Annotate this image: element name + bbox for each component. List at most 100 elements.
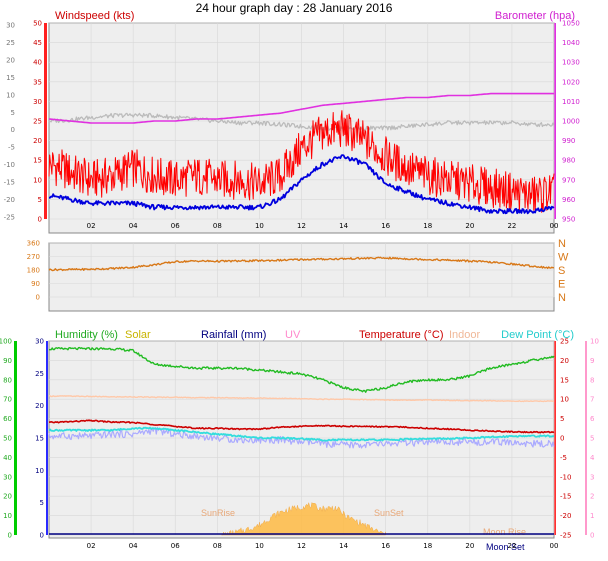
wind-x-tick-label: 04: [129, 222, 138, 230]
uv-tick-label: 8: [590, 376, 594, 384]
wind-x-tick-label: 18: [423, 222, 432, 230]
uv-tick-label: 4: [590, 454, 595, 462]
uv-tick-label: 2: [590, 493, 594, 501]
compass-tick-label: N: [558, 292, 566, 304]
compass-tick-label: S: [558, 265, 565, 277]
temperature-header: Temperature (°C): [359, 329, 443, 341]
windspeed-tick-label: 20: [33, 137, 42, 145]
uv-tick-label: 7: [590, 396, 594, 404]
apparent-temperature-series-line: [48, 426, 555, 449]
humidity-tick-label: 20: [3, 493, 12, 501]
wind-chill-tick-label: 10: [6, 91, 15, 99]
humidity-tick-label: 100: [0, 338, 12, 346]
wind-x-tick-label: 22: [507, 222, 516, 230]
windspeed-tick-label: 0: [38, 216, 42, 224]
humidity-header: Humidity (%): [55, 329, 118, 341]
wind-average-series-line: [49, 154, 555, 215]
humidity-tick-label: 90: [3, 357, 12, 365]
wind-direction-series-line: [48, 256, 555, 272]
rainfall-tick-label: 20: [35, 402, 44, 410]
windspeed-tick-label: 10: [33, 176, 42, 184]
temperature-tick-label: 5: [560, 415, 564, 423]
humidity-tick-label: 10: [3, 512, 12, 520]
wind-x-tick-label: 10: [255, 222, 264, 230]
barometer-tick-label: 1020: [562, 78, 580, 86]
windspeed-tick-label: 5: [38, 196, 42, 204]
temperature-axis-bar: [554, 341, 556, 535]
rainfall-axis-bar: [46, 341, 48, 535]
uv-tick-label: 3: [590, 473, 594, 481]
temperature-tick-label: -20: [560, 512, 571, 520]
x-axis-labels: 02 02 04 04 06 06 08 08 10 10 12 12 14 14 16 16 18 18 20 20…: [87, 222, 559, 550]
temperature-tick-label: 0: [560, 435, 564, 443]
rainfall-tick-label: 30: [35, 338, 44, 346]
barometer-tick-label: 960: [562, 196, 575, 204]
uv-tick-label: 5: [590, 435, 594, 443]
rainfall-tick-label: 0: [40, 532, 44, 540]
wind-x-tick-label: 14: [339, 222, 348, 230]
uv-tick-label: 6: [590, 415, 595, 423]
humidity-tick-label: 80: [3, 376, 12, 384]
humidity-tick-label: 50: [3, 435, 12, 443]
dew-point-series-line: [48, 426, 555, 442]
temperature-tick-label: 20: [560, 357, 569, 365]
chart-title: 24 hour graph day : 28 January 2016: [196, 1, 393, 15]
temp-x-tick-label: 16: [381, 542, 390, 550]
barometer-series-line: [48, 92, 554, 124]
windspeed-tick-label: 35: [33, 78, 42, 86]
dew-point-header: Dew Point (°C): [501, 329, 574, 341]
rainfall-tick-label: 5: [40, 499, 44, 507]
uv-tick-label: 0: [590, 532, 594, 540]
wind-x-tick-label: 20: [465, 222, 474, 230]
direction-tick-label: 90: [31, 280, 40, 288]
wind-chill-tick-label: 15: [6, 74, 15, 82]
temp-x-tick-label: 08: [213, 542, 222, 550]
uv-tick-label: 9: [590, 357, 594, 365]
wind-chill-tick-label: 5: [11, 109, 15, 117]
windspeed-tick-label: 40: [33, 59, 42, 67]
barometer-tick-label: 1010: [562, 98, 580, 106]
wind-x-tick-label: 02: [87, 222, 96, 230]
wind-gust-series-line: [48, 110, 555, 213]
wind-chill-tick-label: -5: [8, 144, 15, 152]
temperature-tick-label: -15: [560, 493, 571, 501]
direction-tick-label: 270: [27, 253, 40, 261]
rainfall-tick-label: 10: [35, 467, 44, 475]
humidity-tick-label: 0: [8, 532, 12, 540]
temperature-series-line: [48, 419, 555, 434]
barometer-tick-label: 970: [562, 176, 575, 184]
compass-tick-label: N: [558, 238, 566, 250]
temperature-tick-label: 25: [560, 338, 569, 346]
solar-header: Solar: [125, 329, 151, 341]
humidity-tick-label: 30: [3, 473, 12, 481]
humidity-series-line: [48, 346, 555, 393]
windspeed-axis-bar: [44, 23, 47, 219]
temp-x-tick-label: 22: [507, 542, 516, 550]
wind-chill-tick-label: -15: [4, 179, 15, 187]
uv-axis-bar: [585, 341, 587, 535]
barometer-tick-label: 1000: [562, 118, 580, 126]
wind-chill-tick-label: 30: [6, 22, 15, 30]
solar-series-area: [221, 501, 386, 536]
wind-x-tick-label: 16: [381, 222, 390, 230]
compass-tick-label: E: [558, 279, 565, 291]
temp-x-tick-label: 12: [297, 542, 306, 550]
moonset-annotation: Moon Set: [486, 542, 525, 552]
barometer-axis-title: Barometer (hpa): [495, 10, 575, 22]
temp-x-tick-label: 00: [550, 542, 559, 550]
rainfall-tick-label: 15: [35, 435, 44, 443]
moonrise-annotation: Moon Rise: [483, 527, 526, 537]
uv-header: UV: [285, 329, 301, 341]
barometer-tick-label: 980: [562, 157, 575, 165]
barometer-axis-bar: [554, 23, 556, 219]
wind-x-tick-label: 08: [213, 222, 222, 230]
rainfall-header: Rainfall (mm): [201, 329, 266, 341]
indoor-header: Indoor: [449, 329, 481, 341]
compass-tick-label: W: [558, 252, 569, 264]
barometer-tick-label: 990: [562, 137, 575, 145]
temp-x-tick-label: 10: [255, 542, 264, 550]
barometer-tick-label: 1030: [562, 59, 580, 67]
windspeed-tick-label: 50: [33, 20, 42, 28]
